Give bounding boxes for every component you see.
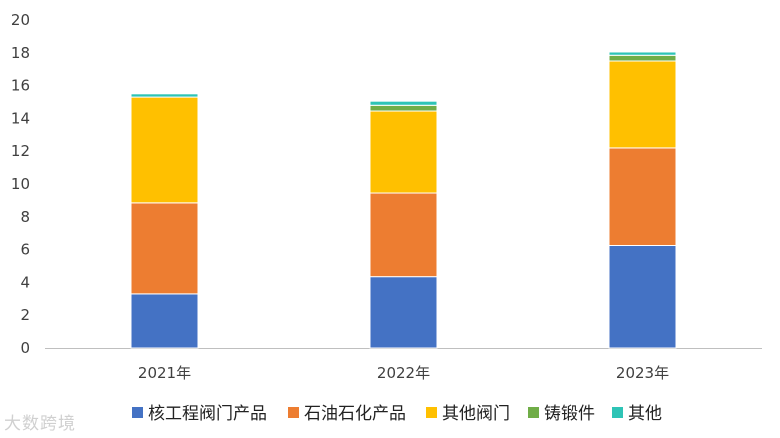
- bar-segment: [369, 276, 438, 349]
- legend-swatch: [288, 407, 299, 418]
- legend-label: 其他阀门: [442, 404, 510, 424]
- bar-segment: [130, 96, 199, 204]
- bar-segment: [130, 93, 199, 98]
- bar-segment: [608, 51, 677, 56]
- legend-label: 铸锻件: [544, 404, 595, 424]
- bar-segment: [608, 245, 677, 349]
- bar-segment: [608, 60, 677, 149]
- bar-segment: [369, 110, 438, 194]
- legend-swatch: [132, 407, 143, 418]
- y-tick-label: 20: [11, 11, 30, 29]
- y-tick-label: 18: [11, 44, 30, 62]
- y-tick-label: 10: [11, 175, 30, 193]
- legend: 核工程阀门产品 石油石化产品 其他阀门 铸锻件 其他: [132, 404, 662, 424]
- bar-segment: [608, 54, 677, 62]
- bar-segment: [369, 104, 438, 112]
- y-tick-label: 12: [11, 142, 30, 160]
- bar-segment: [130, 293, 199, 349]
- bar-segment: [608, 147, 677, 246]
- y-tick-label: 4: [20, 273, 30, 291]
- legend-swatch: [612, 407, 623, 418]
- y-axis-ticks: 0 2 4 6 8 10 12 14 16 18 20: [11, 11, 30, 357]
- y-tick-label: 2: [20, 306, 30, 324]
- bars-group: [130, 51, 677, 349]
- x-category-label: 2023年: [616, 364, 669, 382]
- legend-label: 核工程阀门产品: [148, 404, 267, 424]
- legend-label: 其他: [628, 404, 662, 424]
- bar-segment: [130, 202, 199, 295]
- y-tick-label: 14: [11, 109, 30, 127]
- legend-label: 石油石化产品: [304, 404, 406, 424]
- y-tick-label: 0: [20, 339, 30, 357]
- y-tick-label: 6: [20, 241, 30, 259]
- bar-segment: [369, 100, 438, 106]
- legend-swatch: [528, 407, 539, 418]
- x-category-label: 2021年: [138, 364, 191, 382]
- y-tick-label: 8: [20, 208, 30, 226]
- legend-swatch: [426, 407, 437, 418]
- bar-segment: [369, 192, 438, 278]
- watermark: 大数跨境: [4, 414, 76, 434]
- x-category-label: 2022年: [377, 364, 430, 382]
- x-axis-categories: 2021年 2022年 2023年: [138, 364, 669, 382]
- y-tick-label: 16: [11, 77, 30, 95]
